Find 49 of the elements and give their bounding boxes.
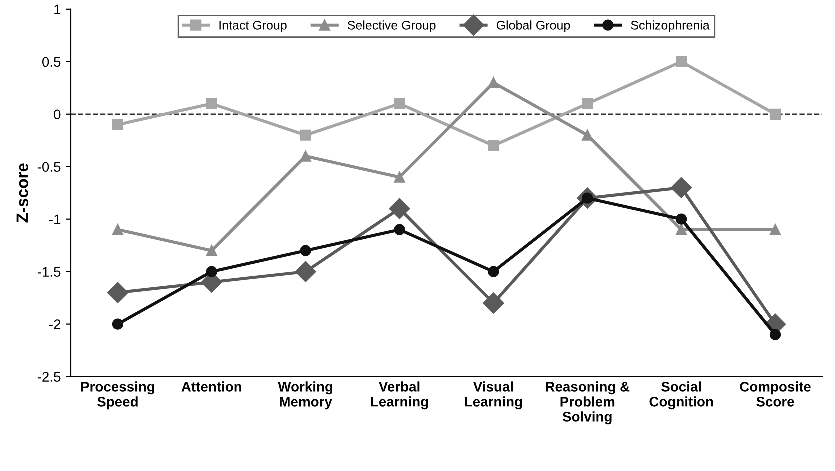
legend-label: Global Group xyxy=(496,20,570,32)
point xyxy=(300,245,312,256)
point xyxy=(676,224,688,236)
x-tick-label: Processing Speed xyxy=(81,382,154,410)
point xyxy=(389,198,410,220)
point xyxy=(206,245,218,256)
point xyxy=(582,130,594,141)
point xyxy=(676,214,688,225)
x-tick-label: Social Cognition xyxy=(650,382,714,410)
point xyxy=(488,77,500,88)
point xyxy=(394,172,406,183)
y-tick-label: 0 xyxy=(54,110,61,120)
point xyxy=(112,119,124,130)
point xyxy=(112,224,124,236)
point xyxy=(488,140,500,152)
y-tick-label: 1 xyxy=(54,4,61,14)
point xyxy=(394,224,406,236)
point xyxy=(107,282,128,304)
point xyxy=(300,150,312,162)
point xyxy=(676,56,688,68)
y-tick-label: -2.5 xyxy=(38,372,61,382)
x-tick-label: Attention xyxy=(182,382,242,392)
x-tick-label: Composite Score xyxy=(740,382,811,407)
point xyxy=(112,318,124,330)
y-tick-label: -2 xyxy=(50,320,61,330)
point xyxy=(300,130,312,141)
y-tick-label: -1 xyxy=(50,214,61,224)
x-tick-label: Visual Learning xyxy=(465,382,522,410)
point xyxy=(295,261,316,282)
point xyxy=(488,266,500,278)
point xyxy=(770,224,782,236)
x-tick-label: Verbal Learning xyxy=(371,382,428,410)
y-axis-title: Z-score xyxy=(16,164,28,223)
point xyxy=(671,177,692,198)
point xyxy=(483,292,504,314)
point xyxy=(206,98,218,110)
y-tick-label: 0.5 xyxy=(42,57,61,68)
point xyxy=(394,98,406,110)
legend-label: Selective Group xyxy=(348,20,436,32)
point xyxy=(770,108,782,120)
point xyxy=(582,98,594,110)
legend-label: Intact Group xyxy=(220,21,287,32)
point xyxy=(770,329,782,340)
x-tick-label: Working Memory xyxy=(278,382,333,410)
point xyxy=(206,266,218,278)
x-tick-label: Reasoning & Problem Solving xyxy=(546,382,630,425)
y-tick-label: -0.5 xyxy=(38,162,61,172)
y-tick-label: -1.5 xyxy=(38,267,61,278)
legend-label: Schizophrenia xyxy=(631,20,710,32)
